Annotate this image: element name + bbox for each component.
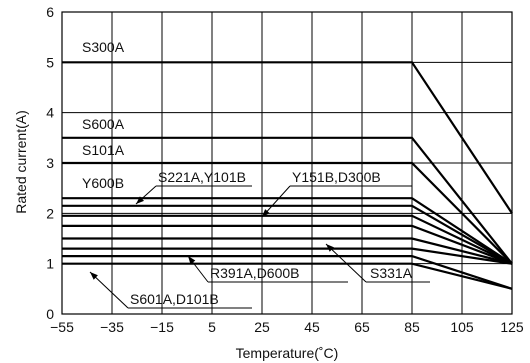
series-line-4 bbox=[62, 197, 513, 265]
series-annotation: S300A bbox=[82, 39, 125, 55]
x-tick-label: −35 bbox=[100, 319, 124, 335]
y-tick-label: 0 bbox=[46, 306, 54, 322]
series-annotation: S601A,D101B bbox=[130, 291, 219, 307]
y-tick-label: 6 bbox=[46, 4, 54, 20]
annotation-leader-line bbox=[89, 271, 129, 309]
series-line-3 bbox=[62, 161, 513, 265]
y-tick-label: 4 bbox=[46, 105, 54, 121]
series-line-5 bbox=[62, 204, 513, 265]
x-tick-label: −55 bbox=[50, 319, 74, 335]
series-annotation: R391A,D600B bbox=[210, 265, 300, 281]
y-tick-label: 3 bbox=[46, 155, 54, 171]
series-line-10 bbox=[62, 255, 513, 290]
series-layer bbox=[62, 61, 513, 290]
annotation-layer: S300A S600A S101A Y600B S221A,Y101B Y151B,D30… bbox=[82, 39, 430, 309]
y-tick-label: 2 bbox=[46, 205, 54, 221]
series-line-7 bbox=[62, 224, 513, 265]
x-tick-label: 105 bbox=[450, 319, 474, 335]
series-annotation: S331A bbox=[370, 265, 413, 281]
x-tick-label: 65 bbox=[354, 319, 370, 335]
series-line-2 bbox=[62, 136, 513, 265]
annotation-arrowhead bbox=[326, 244, 334, 252]
series-line-9 bbox=[62, 247, 513, 265]
annotation-arrowhead bbox=[262, 209, 270, 217]
x-tick-label: 125 bbox=[500, 319, 524, 335]
series-line-1 bbox=[62, 61, 513, 214]
x-tick-label: 5 bbox=[208, 319, 216, 335]
series-annotation: Y151B,D300B bbox=[292, 169, 381, 185]
annotation-arrowhead bbox=[136, 196, 144, 204]
series-annotation: S101A bbox=[82, 142, 125, 158]
x-tick-label: −15 bbox=[150, 319, 174, 335]
annotation-arrowhead bbox=[188, 256, 196, 265]
series-line-11 bbox=[62, 262, 513, 290]
x-tick-label: 25 bbox=[254, 319, 270, 335]
y-axis-label: Rated current(A) bbox=[13, 110, 29, 213]
x-axis-label: Temperature(˚C) bbox=[236, 345, 339, 361]
series-line-8 bbox=[62, 237, 513, 265]
annotation-leader-line bbox=[325, 243, 367, 283]
series-annotation: S221A,Y101B bbox=[158, 169, 246, 185]
series-line-6 bbox=[62, 214, 513, 265]
x-tick-label: 45 bbox=[304, 319, 320, 335]
x-tick-label: 85 bbox=[404, 319, 420, 335]
annotation-arrowhead bbox=[90, 272, 98, 280]
series-annotation: Y600B bbox=[82, 175, 124, 191]
series-annotation: S600A bbox=[82, 116, 125, 132]
y-tick-label: 1 bbox=[46, 256, 54, 272]
y-tick-label: 5 bbox=[46, 54, 54, 70]
